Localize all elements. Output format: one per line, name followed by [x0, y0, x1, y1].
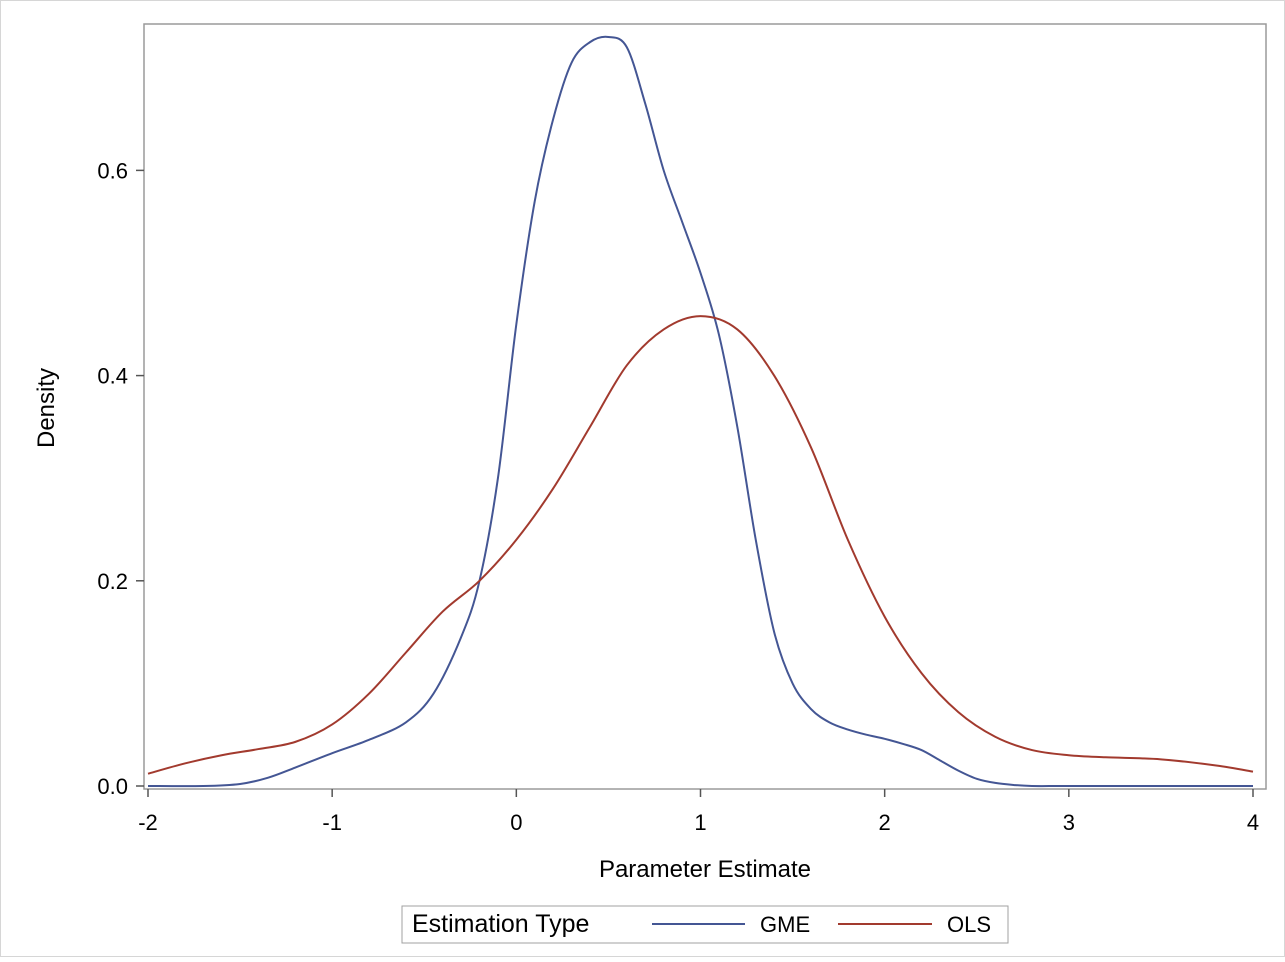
legend-title: Estimation Type	[412, 910, 589, 938]
legend: Estimation Type GME OLS	[401, 905, 1009, 944]
legend-label-gme: GME	[760, 912, 810, 937]
x-tick-label: 4	[1247, 810, 1259, 835]
x-tick-label: 0	[510, 810, 522, 835]
series-line-gme	[147, 35, 1253, 788]
series-line-ols	[147, 315, 1254, 775]
x-tick-label: 3	[1063, 810, 1075, 835]
x-tick-label: -1	[322, 810, 342, 835]
legend-label-ols: OLS	[947, 912, 991, 937]
y-axis-label: Density	[33, 368, 60, 448]
y-tick-label: 0.2	[97, 569, 128, 594]
x-tick-label: 2	[879, 810, 891, 835]
y-tick-label: 0.0	[97, 774, 128, 799]
x-tick-label: -2	[138, 810, 158, 835]
y-tick-label: 0.4	[97, 364, 128, 389]
y-tick-label: 0.6	[97, 158, 128, 183]
x-tick-label: 1	[694, 810, 706, 835]
plot-area	[143, 23, 1267, 790]
axes: -2 -1 0 1 2 3 4 0.0 0.2 0.4 0.6	[97, 158, 1259, 835]
series-layer	[147, 35, 1254, 788]
x-axis-label: Parameter Estimate	[599, 856, 811, 883]
